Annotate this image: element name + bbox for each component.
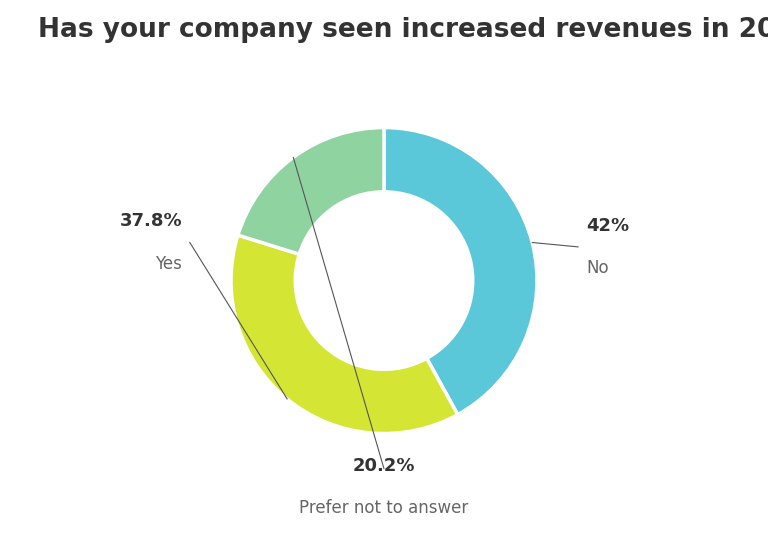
Text: 42%: 42% xyxy=(586,217,629,234)
Text: Yes: Yes xyxy=(155,254,182,273)
Text: Prefer not to answer: Prefer not to answer xyxy=(300,499,468,518)
Wedge shape xyxy=(231,235,458,434)
Text: No: No xyxy=(586,259,608,277)
Wedge shape xyxy=(238,128,384,254)
Text: Has your company seen increased revenues in 2020?: Has your company seen increased revenues… xyxy=(38,17,768,43)
Wedge shape xyxy=(384,128,537,415)
Text: 37.8%: 37.8% xyxy=(119,212,182,230)
Text: 20.2%: 20.2% xyxy=(353,457,415,475)
